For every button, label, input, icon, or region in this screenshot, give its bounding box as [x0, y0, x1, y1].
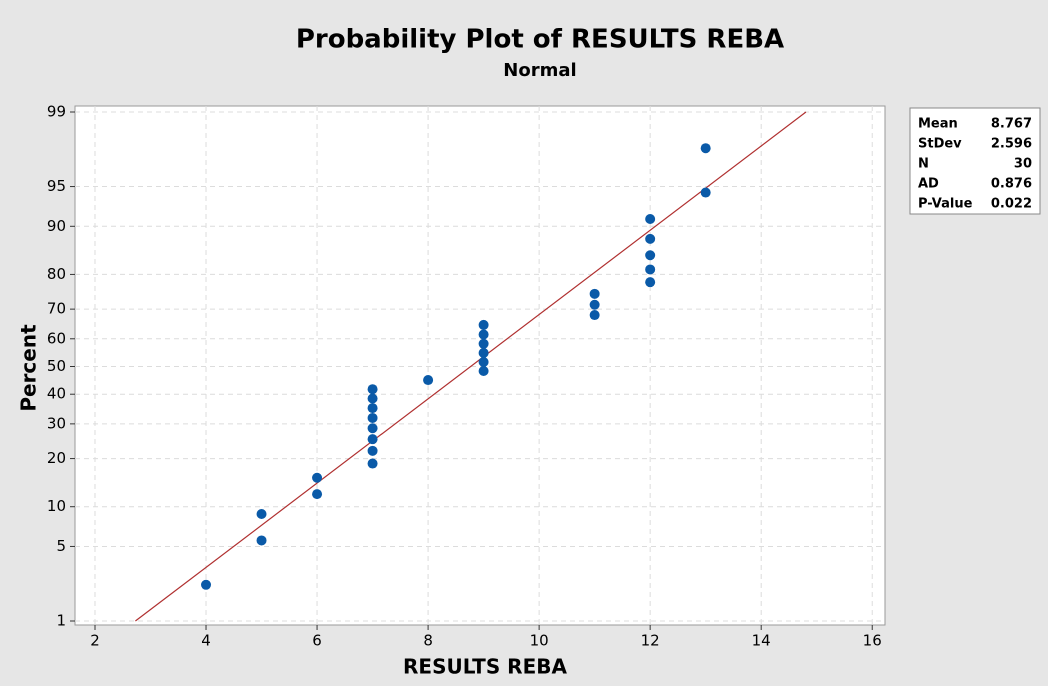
data-point — [367, 423, 378, 434]
data-point — [256, 535, 267, 546]
data-point — [478, 319, 489, 330]
x-tick-label: 8 — [423, 632, 433, 650]
data-point — [201, 579, 212, 590]
data-point — [367, 445, 378, 456]
data-point — [256, 508, 267, 519]
data-point — [645, 264, 656, 275]
y-tick-label: 70 — [47, 300, 66, 318]
data-point — [312, 489, 323, 500]
x-tick-label: 6 — [312, 632, 322, 650]
chart-title: Probability Plot of RESULTS REBA — [296, 25, 784, 55]
stat-value: 2.596 — [991, 137, 1032, 152]
stat-label: AD — [918, 177, 939, 192]
x-tick-label: 12 — [641, 632, 660, 650]
data-point — [645, 277, 656, 288]
y-tick-label: 1 — [56, 612, 66, 630]
data-point — [645, 250, 656, 261]
x-tick-label: 2 — [90, 632, 100, 650]
data-point — [645, 214, 656, 225]
data-point — [478, 338, 489, 349]
y-tick-label: 20 — [47, 449, 66, 467]
data-point — [423, 375, 434, 386]
stat-value: 0.022 — [991, 197, 1032, 212]
y-tick-label: 90 — [47, 217, 66, 235]
stat-label: Mean — [918, 117, 958, 132]
stat-value: 30 — [1014, 157, 1032, 172]
data-point — [367, 434, 378, 445]
stat-value: 8.767 — [991, 117, 1032, 132]
y-tick-label: 10 — [47, 497, 66, 515]
data-point — [367, 458, 378, 469]
data-point — [367, 393, 378, 404]
y-axis-label: Percent — [17, 324, 41, 412]
data-point — [367, 403, 378, 414]
y-tick-label: 40 — [47, 385, 66, 403]
data-point — [589, 299, 600, 310]
x-tick-label: 4 — [201, 632, 211, 650]
stat-label: N — [918, 157, 929, 172]
y-tick-label: 5 — [56, 537, 66, 555]
data-point — [589, 310, 600, 321]
data-point — [700, 187, 711, 198]
data-point — [367, 412, 378, 423]
stat-label: P-Value — [918, 197, 973, 212]
data-point — [478, 365, 489, 376]
data-point — [589, 288, 600, 299]
y-tick-label: 95 — [47, 177, 66, 195]
data-point — [478, 357, 489, 368]
stats-box — [909, 107, 1041, 215]
y-tick-label: 99 — [47, 103, 66, 121]
data-point — [478, 347, 489, 358]
stat-label: StDev — [918, 137, 962, 152]
plot-area — [74, 105, 886, 626]
fit-line — [135, 111, 807, 622]
y-tick-label: 60 — [47, 329, 66, 347]
data-point — [312, 472, 323, 483]
data-point — [700, 143, 711, 154]
x-tick-label: 16 — [863, 632, 882, 650]
chart-subtitle: Normal — [503, 60, 576, 81]
y-tick-label: 30 — [47, 414, 66, 432]
data-point — [367, 384, 378, 395]
data-point — [645, 233, 656, 244]
data-point — [478, 329, 489, 340]
x-axis-label: RESULTS REBA — [403, 655, 567, 679]
stat-value: 0.876 — [991, 177, 1032, 192]
x-tick-label: 14 — [752, 632, 771, 650]
y-tick-label: 80 — [47, 265, 66, 283]
y-tick-label: 50 — [47, 357, 66, 375]
x-tick-label: 10 — [530, 632, 549, 650]
